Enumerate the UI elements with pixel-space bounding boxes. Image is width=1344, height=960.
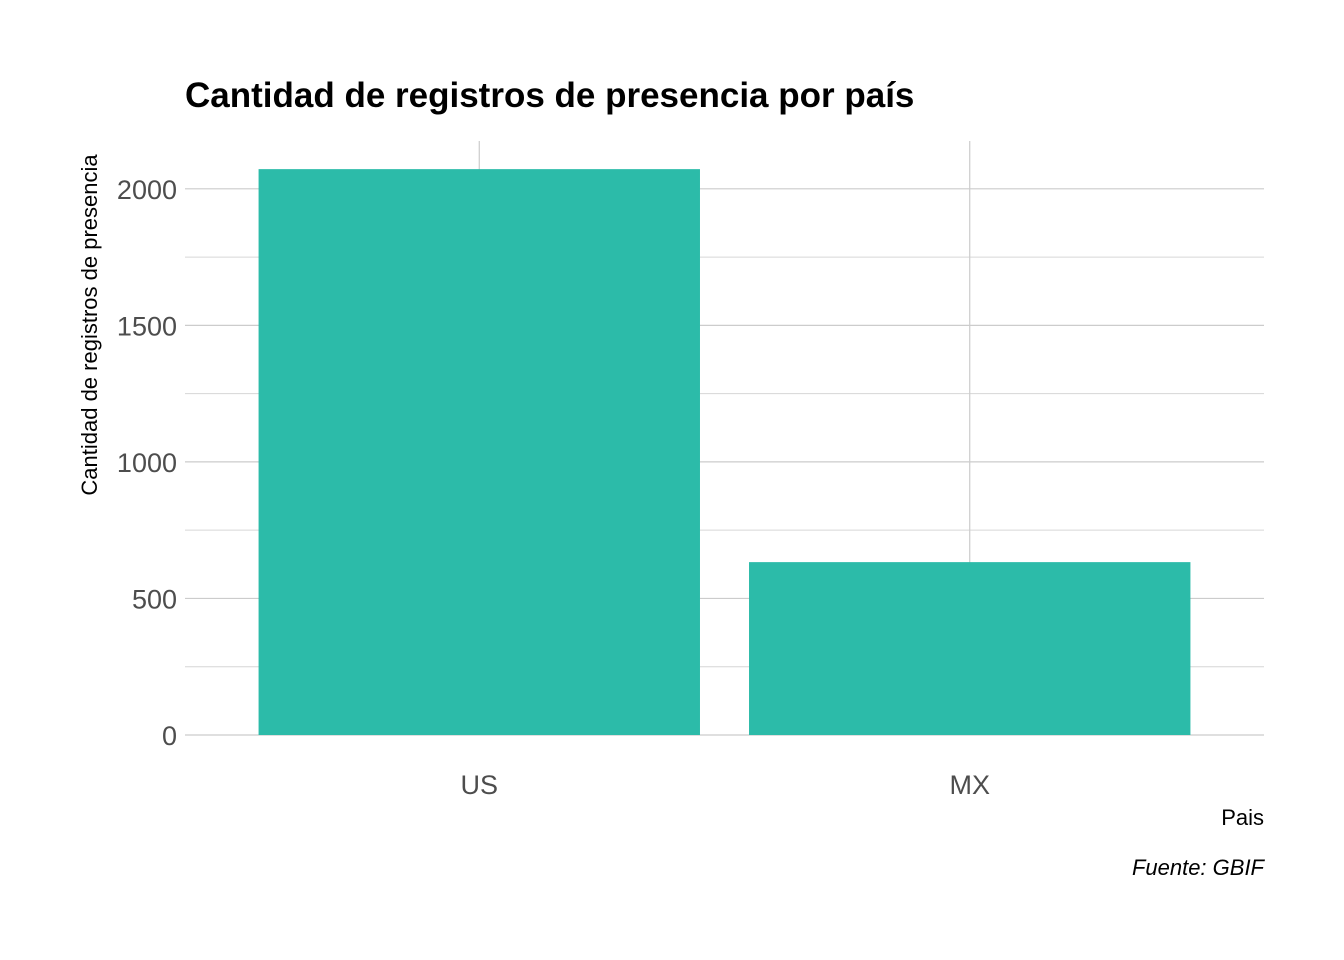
x-axis-tick-labels: US MX: [461, 770, 990, 800]
y-tick-label: 2000: [117, 175, 177, 205]
x-axis-title: Pais: [1221, 805, 1264, 830]
bar-us: [258, 169, 700, 736]
chart-title: Cantidad de registros de presencia por p…: [185, 76, 914, 115]
y-tick-label: 1500: [117, 311, 177, 341]
bars: [258, 169, 1191, 736]
y-tick-label: 0: [162, 721, 177, 751]
y-axis-title: Cantidad de registros de presencia: [77, 154, 102, 496]
bar-mx: [749, 562, 1191, 735]
y-tick-label: 500: [132, 584, 177, 614]
x-tick-label: US: [461, 770, 499, 800]
y-axis-tick-labels: 0 500 1000 1500 2000: [117, 175, 177, 751]
y-tick-label: 1000: [117, 448, 177, 478]
chart-caption: Fuente: GBIF: [1132, 855, 1266, 880]
x-tick-label: MX: [949, 770, 990, 800]
